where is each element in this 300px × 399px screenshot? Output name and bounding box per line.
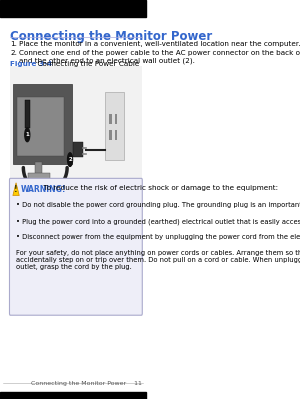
Text: Connecting the Power Cable: Connecting the Power Cable (33, 61, 139, 67)
Text: 2.: 2. (10, 50, 17, 56)
Circle shape (68, 153, 73, 166)
Bar (115, 130, 118, 140)
Bar (0, 0, 146, 17)
Polygon shape (13, 183, 19, 196)
Bar (110, 130, 112, 140)
Bar (25, 100, 30, 128)
Text: • Do not disable the power cord grounding plug. The grounding plug is an importa: • Do not disable the power cord groundin… (16, 202, 300, 208)
Bar (10, 66, 142, 178)
Bar (110, 114, 112, 124)
Text: Connecting the Monitor Power    11: Connecting the Monitor Power 11 (31, 381, 142, 386)
Text: For your safety, do not place anything on power cords or cables. Arrange them so: For your safety, do not place anything o… (16, 250, 300, 270)
Bar (105, 92, 124, 160)
Text: WARNING!: WARNING! (20, 185, 66, 194)
Text: Figure 3-4: Figure 3-4 (10, 61, 52, 67)
Bar (28, 173, 50, 179)
Bar (17, 97, 64, 156)
Text: Connecting the Monitor Power: Connecting the Monitor Power (10, 30, 212, 43)
Text: 2: 2 (68, 157, 72, 162)
Text: Place the monitor in a convenient, well-ventilated location near the computer.: Place the monitor in a convenient, well-… (19, 41, 300, 47)
Bar (13, 84, 71, 164)
Bar (35, 162, 42, 175)
Text: To reduce the risk of electric shock or damage to the equipment:: To reduce the risk of electric shock or … (39, 185, 278, 191)
Text: !: ! (14, 186, 18, 194)
Bar (115, 114, 118, 124)
Text: Connect one end of the power cable to the AC power connector on the back of the : Connect one end of the power cable to th… (19, 50, 300, 64)
Text: 1: 1 (26, 132, 29, 137)
FancyBboxPatch shape (10, 178, 142, 315)
Circle shape (25, 128, 30, 142)
Text: • Disconnect power from the equipment by unplugging the power cord from the elec: • Disconnect power from the equipment by… (16, 234, 300, 240)
Bar (73, 142, 83, 157)
Text: • Plug the power cord into a grounded (earthed) electrical outlet that is easily: • Plug the power cord into a grounded (e… (16, 218, 300, 225)
Bar (0, 392, 146, 399)
Text: 1.: 1. (10, 41, 17, 47)
